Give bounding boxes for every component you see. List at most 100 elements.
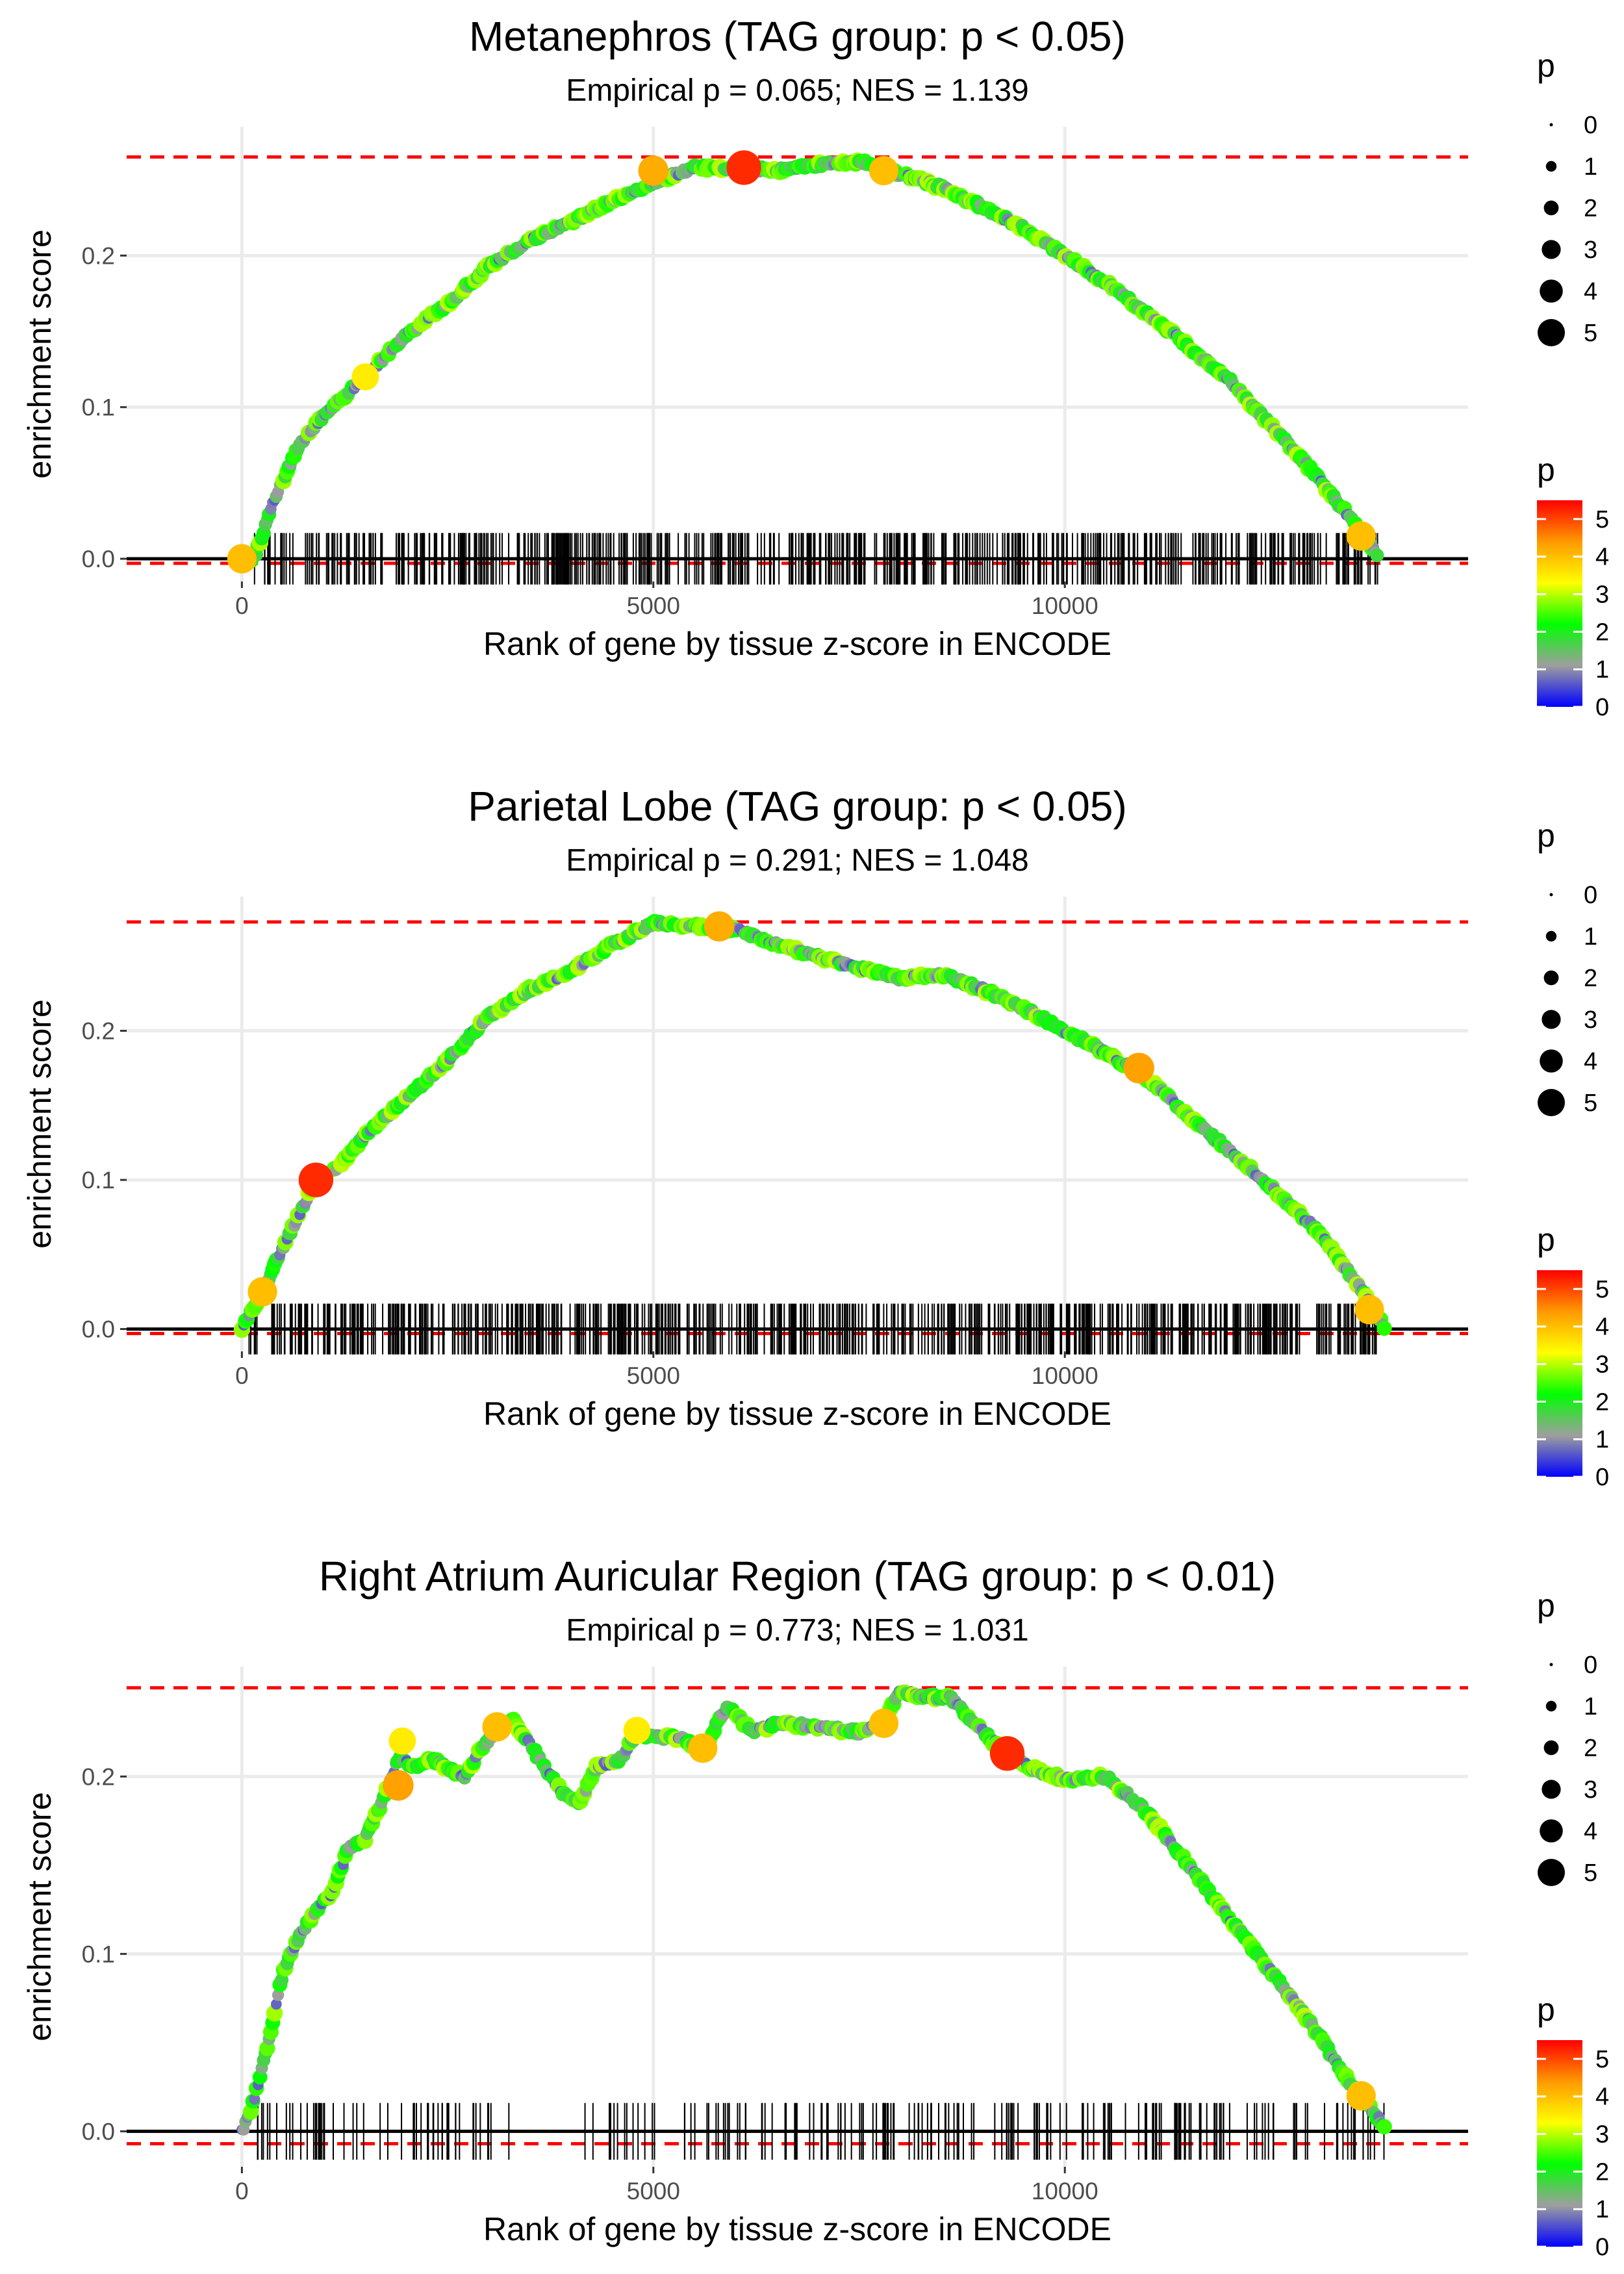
size-legend: p 0 1 2 3 4 5 [1537, 817, 1597, 1117]
color-legend: p 0 1 2 3 4 5 [1537, 452, 1609, 721]
grid [127, 127, 1468, 581]
es-highlight-point [623, 1717, 651, 1744]
x-tick-label: 10000 [1032, 1362, 1098, 1389]
color-legend: p 0 1 2 3 4 5 [1537, 1221, 1609, 1491]
color-legend: p 0 1 2 3 4 5 [1537, 1991, 1609, 2261]
size-legend-label: 2 [1584, 965, 1597, 992]
color-legend-title: p [1537, 1221, 1555, 1258]
es-curve-line [240, 921, 1388, 1330]
size-legend-key [1543, 970, 1559, 986]
size-legend-label: 1 [1584, 923, 1597, 951]
size-legend-key [1549, 1663, 1553, 1667]
size-legend-label: 4 [1584, 278, 1597, 305]
x-axis-title: Rank of gene by tissue z-score in ENCODE [483, 626, 1111, 662]
size-legend-label: 3 [1584, 1776, 1597, 1804]
y-tick-label: 0.2 [82, 1018, 115, 1045]
color-legend-label: 0 [1595, 694, 1609, 721]
size-legend-label: 4 [1584, 1818, 1597, 1845]
es-points [236, 1684, 1392, 2136]
es-points [233, 911, 1392, 1338]
size-legend-label: 0 [1584, 112, 1597, 139]
chart-panel-3: Right Atrium Auricular Region (TAG group… [21, 1553, 1609, 2261]
y-tick-label: 0.0 [82, 1316, 115, 1343]
axes: 0 5000 10000 0.0 0.1 0.2 Rank of gene by tissu… [21, 229, 1111, 662]
es-highlight-point [247, 1277, 277, 1307]
x-tick-label: 10000 [1032, 2178, 1098, 2204]
color-legend-label: 1 [1595, 1426, 1609, 1453]
chart-title: Metanephros (TAG group: p < 0.05) [469, 13, 1126, 60]
es-highlight-point [989, 1736, 1025, 1771]
color-legend-label: 2 [1595, 2158, 1609, 2186]
size-legend-label: 3 [1584, 1006, 1597, 1034]
size-legend-label: 5 [1584, 320, 1597, 347]
es-highlight-point [388, 1727, 416, 1755]
color-legend-title: p [1537, 1991, 1555, 2028]
y-tick-label: 0.1 [82, 1167, 115, 1194]
chart-subtitle: Empirical p = 0.065; NES = 1.139 [566, 73, 1028, 108]
chart-subtitle: Empirical p = 0.291; NES = 1.048 [566, 843, 1028, 878]
x-tick-label: 0 [235, 593, 249, 619]
color-legend-label: 4 [1595, 1314, 1609, 1341]
size-legend-key [1542, 240, 1561, 259]
size-legend-key [1540, 1819, 1563, 1843]
es-highlight-point [1123, 1053, 1154, 1084]
size-legend-key [1545, 160, 1557, 172]
size-legend-key [1543, 1740, 1559, 1756]
color-legend-label: 2 [1595, 1388, 1609, 1416]
size-legend-key [1549, 123, 1553, 127]
x-tick-label: 0 [235, 2178, 249, 2204]
size-legend-label: 2 [1584, 1735, 1597, 1762]
size-legend-label: 5 [1584, 1859, 1597, 1887]
y-tick-label: 0.1 [82, 394, 115, 421]
size-legend-label: 1 [1584, 1693, 1597, 1720]
es-highlight-point [869, 156, 899, 186]
chart-title: Right Atrium Auricular Region (TAG group… [319, 1553, 1276, 1600]
grid [127, 897, 1468, 1351]
x-tick-label: 0 [235, 1362, 249, 1389]
color-legend-label: 4 [1595, 2084, 1609, 2111]
color-legend-label: 0 [1595, 1464, 1609, 1491]
size-legend-key [1538, 319, 1565, 346]
grid [127, 1667, 1468, 2167]
y-axis-title: enrichment score [21, 229, 58, 479]
es-highlight-point [688, 1733, 718, 1763]
y-tick-label: 0.0 [82, 2118, 115, 2145]
color-legend-label: 5 [1595, 506, 1609, 533]
axes: 0 5000 10000 0.0 0.1 0.2 Rank of gene by tissu… [21, 999, 1111, 1432]
color-legend-label: 5 [1595, 1276, 1609, 1303]
x-axis-title: Rank of gene by tissue z-score in ENCODE [483, 2211, 1111, 2247]
color-legend-label: 1 [1595, 2196, 1609, 2223]
size-legend-label: 1 [1584, 153, 1597, 181]
color-legend-label: 3 [1595, 581, 1609, 609]
color-legend-label: 2 [1595, 619, 1609, 646]
chart-title: Parietal Lobe (TAG group: p < 0.05) [468, 783, 1127, 830]
es-point [270, 1999, 282, 2010]
x-axis-title: Rank of gene by tissue z-score in ENCODE [483, 1396, 1111, 1432]
y-tick-label: 0.1 [82, 1941, 115, 1967]
size-legend-key [1542, 1780, 1561, 1799]
y-axis-title: enrichment score [21, 999, 58, 1249]
size-legend-label: 0 [1584, 1652, 1597, 1679]
es-highlight-point [638, 155, 669, 186]
chart-panel-1: Metanephros (TAG group: p < 0.05) Empiric… [21, 13, 1609, 721]
es-highlight-point [383, 1770, 414, 1801]
x-tick-label: 5000 [627, 1362, 680, 1389]
x-tick-label: 5000 [627, 2178, 680, 2204]
size-legend-label: 0 [1584, 882, 1597, 909]
es-highlight-point [726, 150, 761, 185]
x-tick-label: 5000 [627, 593, 680, 619]
color-legend-label: 1 [1595, 656, 1609, 683]
color-legend-label: 0 [1595, 2234, 1609, 2261]
es-highlight-point [227, 544, 257, 574]
chart-subtitle: Empirical p = 0.773; NES = 1.031 [566, 1613, 1028, 1648]
es-highlight-point [869, 1708, 899, 1738]
y-tick-label: 0.2 [82, 1763, 115, 1790]
size-legend-title: p [1537, 1587, 1555, 1624]
es-highlight-point [1346, 521, 1376, 551]
size-legend-title: p [1537, 47, 1555, 84]
es-point [1377, 1320, 1392, 1336]
size-legend-key [1545, 1700, 1557, 1712]
chart-panel-2: Parietal Lobe (TAG group: p < 0.05) Empir… [21, 783, 1609, 1491]
size-legend-label: 5 [1584, 1090, 1597, 1117]
